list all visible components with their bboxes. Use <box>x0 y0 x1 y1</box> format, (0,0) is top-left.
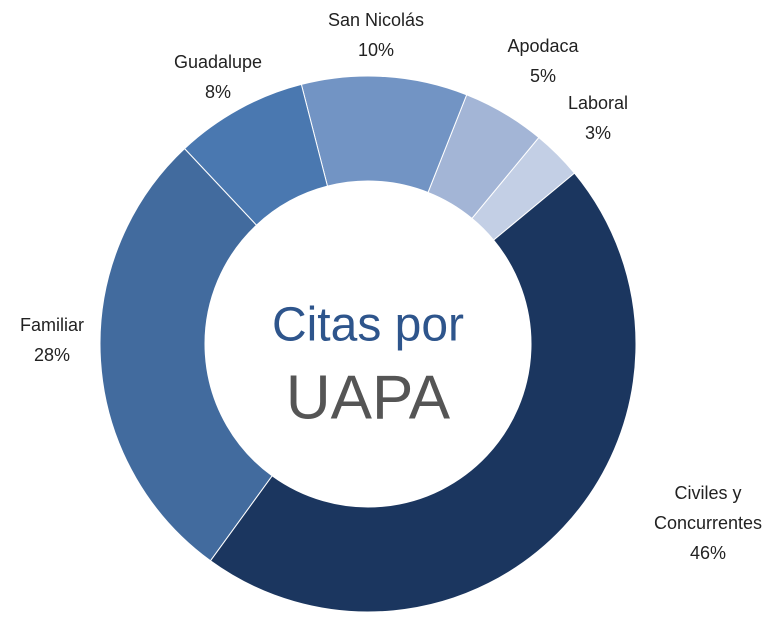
value-label: 5% <box>529 66 556 86</box>
category-label: Guadalupe <box>173 52 263 72</box>
category-label: San Nicolás <box>327 10 425 30</box>
slice-label: Laboral 3% <box>568 88 628 148</box>
category-label: Laboral <box>567 93 629 113</box>
value-label: 28% <box>33 345 71 365</box>
center-title: Citas por <box>272 299 464 352</box>
value-label: 3% <box>584 123 612 143</box>
category-label: Civiles y Concurrentes <box>653 483 763 533</box>
donut-slice <box>99 147 273 562</box>
slice-label: San Nicolás 10% <box>328 5 424 65</box>
center-title: UAPA <box>286 363 451 432</box>
slice-label: Civiles y Concurrentes 46% <box>638 478 778 568</box>
donut-slice <box>209 172 637 613</box>
slice-label: Familiar 28% <box>20 310 84 370</box>
value-label: 8% <box>204 82 232 102</box>
value-label: 46% <box>689 543 727 563</box>
slice-label: Apodaca 5% <box>507 31 578 91</box>
category-label: Apodaca <box>507 36 579 56</box>
donut-slice <box>300 75 468 194</box>
value-label: 10% <box>357 40 395 60</box>
category-label: Familiar <box>19 315 85 335</box>
donut-slice <box>427 94 540 220</box>
donut-slice <box>183 83 329 226</box>
slice-label: Guadalupe 8% <box>174 47 262 107</box>
